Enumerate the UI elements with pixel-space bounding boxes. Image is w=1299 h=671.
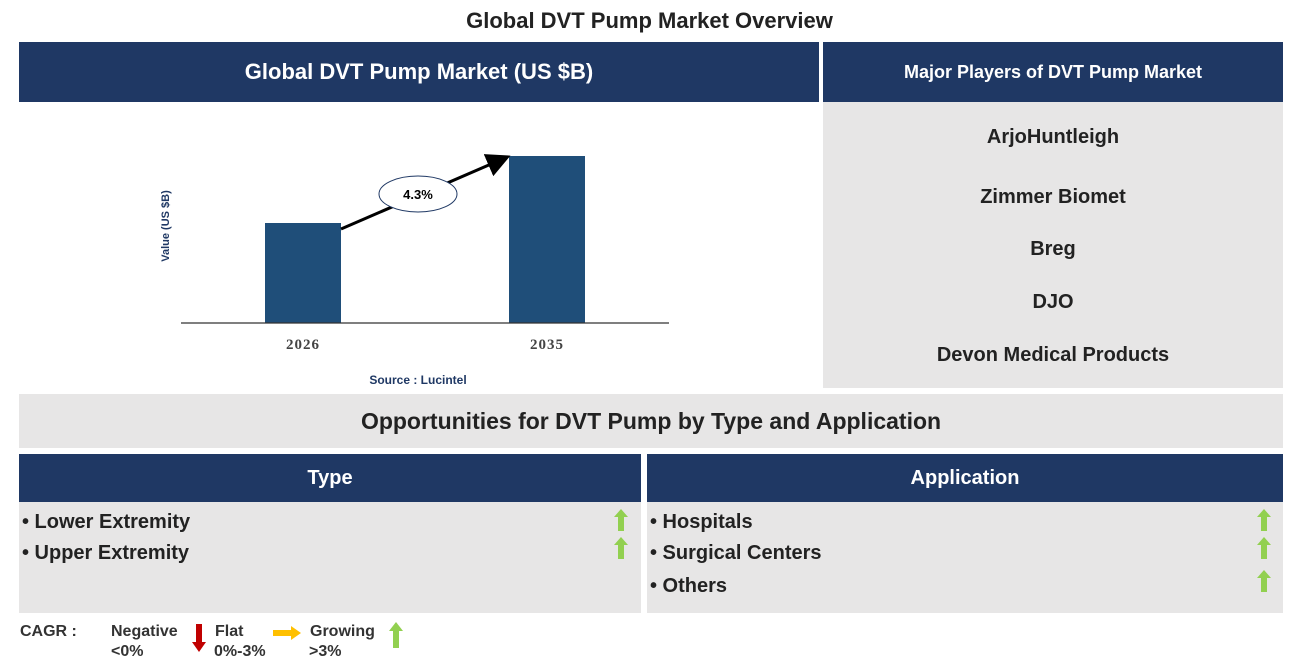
up-arrow-icon: [1257, 570, 1271, 592]
type-item: • Upper Extremity: [22, 542, 190, 564]
type-panel: [19, 502, 641, 613]
application-item: • Hospitals: [650, 511, 753, 533]
up-arrow-icon: [1257, 537, 1271, 559]
source-label: Source : Lucintel: [369, 373, 466, 387]
player-item: Zimmer Biomet: [980, 186, 1126, 208]
cagr-label: 4.3%: [403, 187, 433, 202]
legend-flat: Flat: [215, 623, 244, 640]
bar-chart: Value (US $B) 2026 2035 4.3% Source : Luc…: [160, 154, 669, 387]
x-tick-label: 2035: [530, 337, 564, 353]
legend-growing-range: >3%: [309, 643, 342, 660]
legend-growing: Growing: [310, 623, 375, 640]
legend-label: CAGR :: [20, 623, 77, 640]
players-panel: [823, 102, 1283, 388]
type-header: Type: [19, 454, 641, 502]
up-arrow-icon: [614, 537, 628, 559]
up-arrow-icon: [389, 622, 403, 648]
bar-2026: [265, 223, 341, 323]
type-item: • Lower Extremity: [22, 511, 191, 533]
application-panel: [647, 502, 1283, 613]
bar-2035: [509, 156, 585, 323]
x-tick-label: 2026: [286, 337, 320, 353]
y-axis-label: Value (US $B): [160, 190, 172, 262]
player-item: Breg: [1030, 238, 1076, 260]
chart-header: Global DVT Pump Market (US $B): [19, 42, 819, 102]
application-item: • Surgical Centers: [650, 542, 822, 564]
application-header: Application: [647, 454, 1283, 502]
cagr-ellipse: [378, 175, 458, 213]
player-item: ArjoHuntleigh: [986, 126, 1120, 148]
up-arrow-icon: [614, 509, 628, 531]
legend-flat-range: 0%-3%: [214, 643, 266, 660]
legend-negative-range: <0%: [111, 643, 144, 660]
opportunities-header: Opportunities for DVT Pump by Type and A…: [19, 394, 1283, 448]
player-item: DJO: [1032, 291, 1074, 313]
right-arrow-icon: [273, 626, 301, 640]
application-item: • Others: [650, 575, 728, 597]
players-header: Major Players of DVT Pump Market: [823, 42, 1283, 102]
up-arrow-icon: [1257, 509, 1271, 531]
player-item: Devon Medical Products: [936, 344, 1170, 366]
page-title: Global DVT Pump Market Overview: [466, 8, 833, 33]
legend-negative: Negative: [111, 623, 178, 640]
down-arrow-icon: [192, 624, 206, 652]
